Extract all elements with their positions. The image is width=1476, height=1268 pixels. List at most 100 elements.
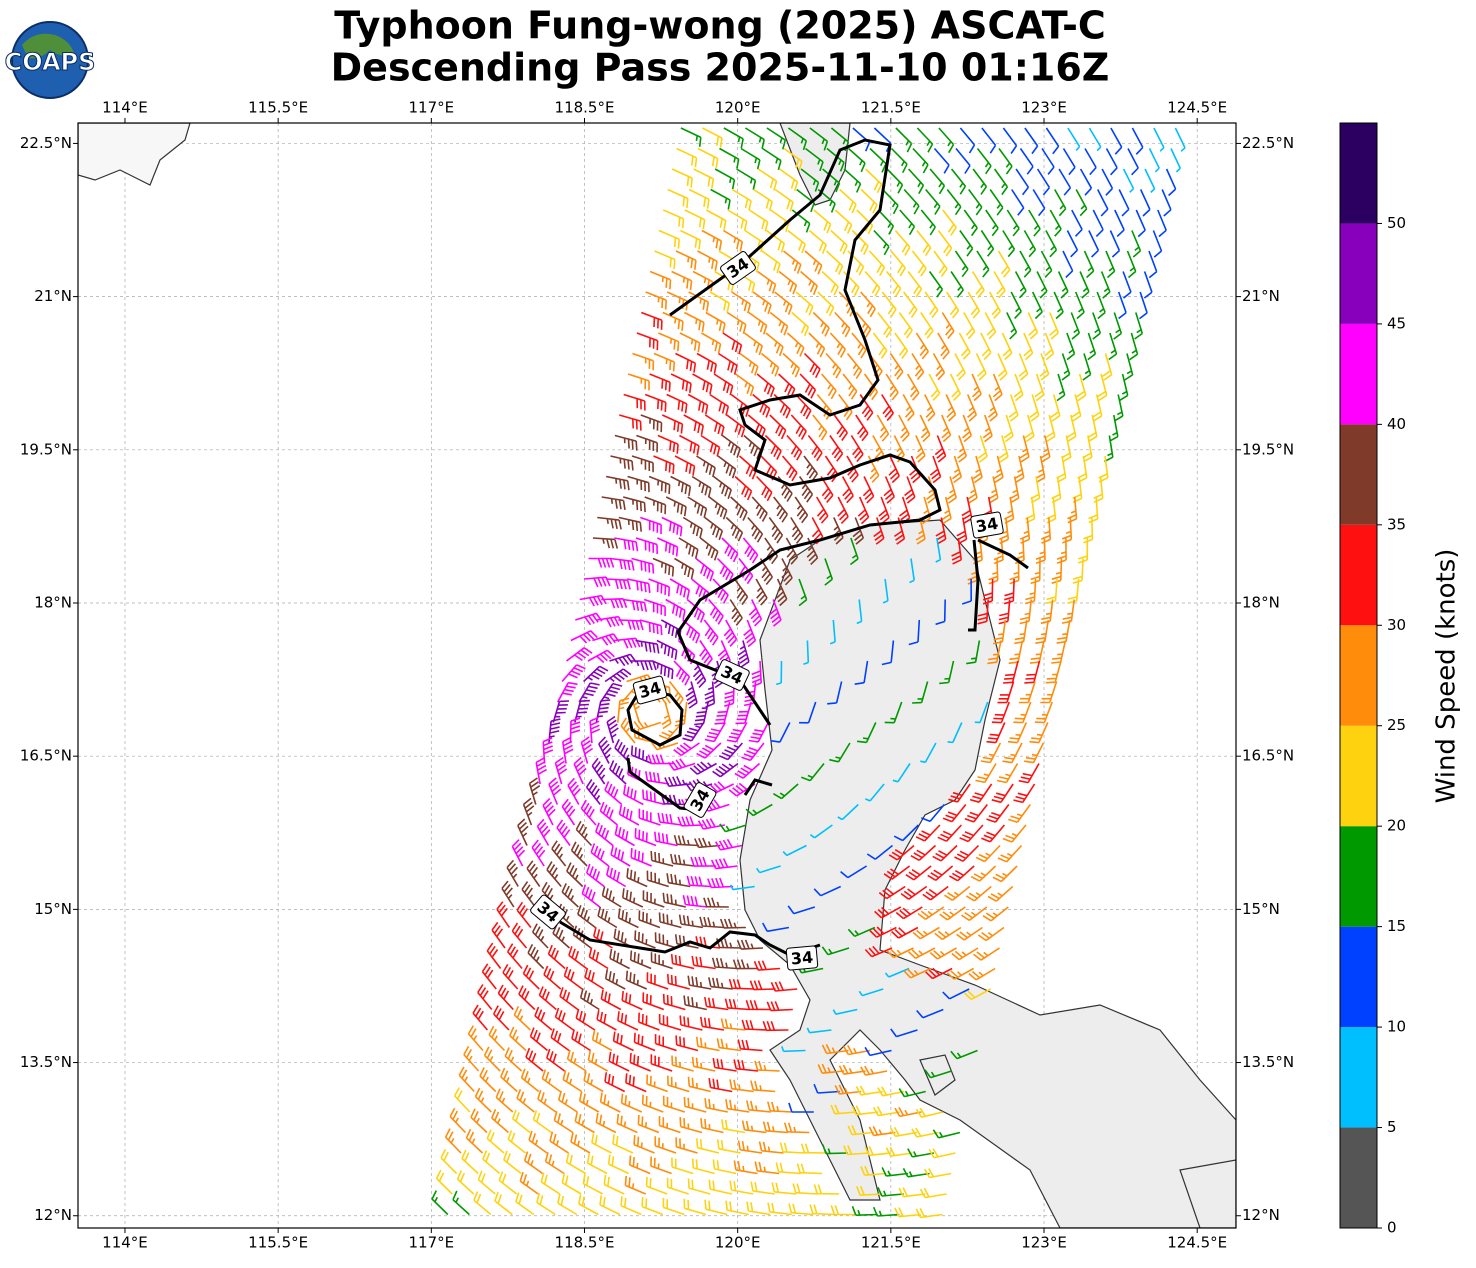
wind-barb: [727, 209, 748, 231]
wind-barb: [829, 742, 851, 763]
wind-barb: [654, 1136, 677, 1154]
wind-barb: [644, 393, 667, 412]
wind-barb: [860, 291, 876, 318]
wind-barb: [948, 783, 971, 803]
wind-barb: [920, 209, 936, 236]
wind-barb: [915, 824, 941, 842]
wind-barb: [1148, 250, 1158, 279]
wind-barb: [606, 715, 619, 744]
wind-barb: [620, 1196, 642, 1216]
wind-barb: [1019, 148, 1034, 175]
wind-barb: [675, 250, 697, 270]
wind-barb: [881, 1167, 909, 1177]
wind-barb: [1122, 168, 1135, 193]
wind-barb: [980, 230, 995, 257]
wind-barb: [917, 906, 945, 920]
wind-barb: [652, 557, 675, 577]
wind-barb: [1061, 435, 1072, 463]
wind-barb: [724, 998, 750, 1011]
wind-barb: [949, 865, 975, 882]
wind-barb: [642, 992, 665, 1011]
wind-barb: [682, 895, 708, 908]
wind-barb: [919, 414, 931, 443]
wind-barb: [752, 291, 772, 315]
wind-barb: [787, 905, 816, 915]
wind-barb: [872, 332, 888, 359]
wind-barb: [769, 311, 789, 336]
wind-barb: [546, 1048, 566, 1072]
wind-barb: [507, 1130, 526, 1154]
wind-barb: [800, 1143, 827, 1154]
wind-barb: [1024, 660, 1041, 684]
colorbar-segment: [1340, 1027, 1377, 1128]
wind-barb: [726, 311, 747, 334]
wind-barb: [1002, 742, 1023, 764]
wind-barb: [578, 682, 600, 703]
wind-barb: [912, 681, 929, 704]
wind-barb: [704, 996, 729, 1011]
wind-barb: [963, 209, 978, 237]
wind-barb: [728, 782, 756, 797]
x-tick-label: 115.5°E: [248, 99, 308, 117]
wind-barb: [546, 861, 562, 888]
contour-label-box: [632, 675, 668, 705]
wind-barb: [886, 947, 914, 959]
wind-barb: [762, 1020, 789, 1032]
wind-barb: [491, 921, 506, 949]
wind-barb: [898, 312, 913, 339]
wind-barb: [883, 865, 911, 880]
wind-barb: [929, 168, 946, 195]
wind-barb: [654, 831, 678, 847]
wind-barb: [715, 838, 743, 851]
wind-barb: [666, 393, 688, 414]
wind-barb: [566, 862, 584, 888]
wind-barb: [947, 722, 963, 744]
wind-barb: [1006, 312, 1018, 340]
wind-barb: [843, 1145, 870, 1156]
wind-barb: [812, 311, 830, 337]
contour-label-box: [714, 659, 750, 691]
wind-barb: [855, 1185, 883, 1196]
wind-barb: [750, 1181, 775, 1195]
wind-barb: [541, 1069, 561, 1093]
wind-barb: [885, 270, 902, 297]
wind-barb: [746, 1100, 771, 1113]
wind-barb: [601, 496, 626, 511]
wind-barb: [891, 926, 919, 939]
wind-barb: [521, 881, 536, 908]
wind-barb: [654, 932, 678, 949]
wind-barb: [832, 1008, 858, 1015]
wind-barb: [843, 1045, 871, 1056]
wind-barb: [575, 820, 593, 847]
wind-barb: [830, 1205, 857, 1216]
wind-barb: [806, 537, 819, 565]
wind-barb: [573, 756, 587, 785]
wind-barb: [760, 352, 780, 377]
wind-barb: [1088, 496, 1099, 524]
wind-barb: [781, 558, 793, 586]
wind-barb: [526, 860, 541, 887]
wind-barb: [614, 739, 632, 765]
wind-barb: [829, 332, 846, 358]
contour-label-text: 34: [790, 948, 814, 969]
x-tick-label: 121.5°E: [861, 1234, 921, 1252]
wind-barb: [668, 681, 684, 708]
wind-barb: [890, 250, 906, 277]
wind-barb: [971, 373, 982, 402]
wind-barb: [748, 311, 768, 335]
wind-barb: [813, 1184, 840, 1195]
wind-barb: [604, 969, 626, 990]
wind-barb: [467, 1025, 484, 1052]
wind-barb: [509, 1026, 527, 1052]
wind-barb: [756, 865, 781, 874]
wind-barb: [920, 312, 934, 339]
wind-barb: [1039, 353, 1050, 381]
wind-barb: [553, 1111, 574, 1134]
wind-barb: [928, 373, 941, 401]
wind-barb: [834, 209, 853, 234]
wind-barb: [753, 960, 781, 971]
wind-barb: [937, 824, 962, 842]
land-china: [78, 123, 191, 186]
wind-barb: [795, 291, 814, 316]
